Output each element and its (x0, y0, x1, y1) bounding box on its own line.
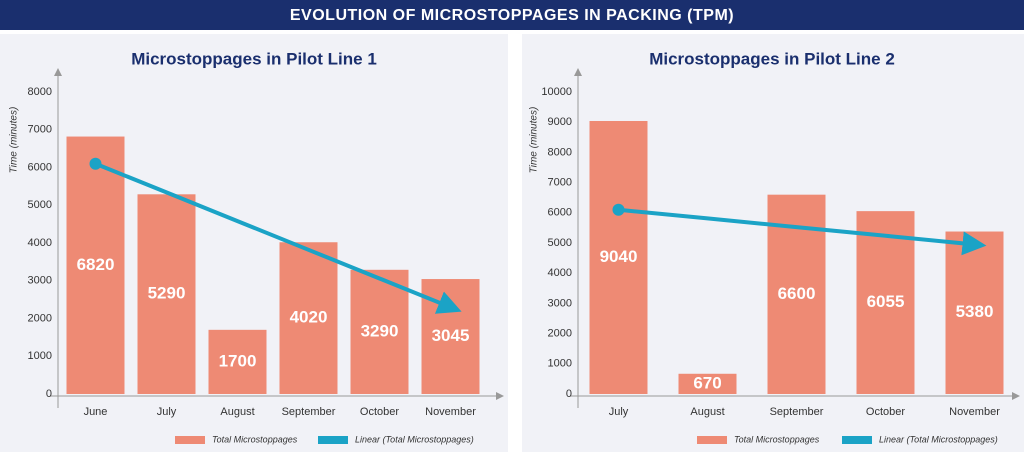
bar (279, 242, 338, 394)
chart-title: Microstoppages in Pilot Line 2 (649, 49, 895, 68)
y-tick-label: 1000 (548, 358, 572, 370)
y-tick-label: 5000 (28, 199, 52, 211)
data-label: 3290 (361, 321, 399, 340)
legend-swatch (842, 436, 872, 444)
y-tick-label: 1000 (28, 350, 52, 362)
header-bar (0, 0, 1024, 30)
bar (856, 211, 915, 394)
bar (589, 120, 648, 394)
y-tick-label: 6000 (548, 207, 572, 219)
legend-label: Linear (Total Microstoppages) (879, 434, 998, 444)
legend-swatch (175, 436, 205, 444)
y-tick-label: 0 (566, 388, 572, 400)
data-label: 3045 (432, 326, 470, 345)
data-label: 4020 (290, 308, 328, 327)
data-label: 5290 (148, 284, 186, 303)
bar (66, 136, 125, 395)
y-tick-label: 9000 (548, 116, 572, 128)
data-label: 6600 (778, 284, 816, 303)
y-tick-label: 5000 (548, 237, 572, 249)
x-tick-label: July (157, 406, 177, 418)
y-tick-label: 3000 (28, 275, 52, 287)
y-tick-label: 3000 (548, 297, 572, 309)
data-label: 6820 (77, 255, 115, 274)
x-tick-label: August (690, 406, 724, 418)
trend-line (618, 207, 987, 256)
y-tick-label: 0 (46, 388, 52, 400)
legend-label: Total Microstoppages (734, 434, 820, 444)
y-tick-label: 2000 (28, 312, 52, 324)
x-tick-label: November (425, 406, 476, 418)
chart-title: Microstoppages in Pilot Line 1 (131, 49, 377, 68)
y-tick-label: 8000 (28, 86, 52, 98)
bar (678, 373, 737, 394)
data-label: 6055 (867, 292, 905, 311)
x-tick-label: June (84, 406, 108, 418)
y-tick-label: 8000 (548, 146, 572, 158)
bar (137, 194, 196, 394)
y-axis-label: Time (minutes) (9, 107, 20, 174)
y-tick-label: 4000 (548, 267, 572, 279)
x-tick-label: October (866, 406, 905, 418)
y-tick-label: 6000 (28, 161, 52, 173)
y-axis-label: Time (minutes) (529, 107, 540, 174)
x-tick-label: November (949, 406, 1000, 418)
legend-swatch (318, 436, 348, 444)
data-label: 1700 (219, 351, 257, 370)
legend-label: Linear (Total Microstoppages) (355, 434, 474, 444)
y-tick-label: 10000 (541, 86, 572, 98)
x-tick-label: October (360, 406, 399, 418)
header-title: EVOLUTION OF MICROSTOPPAGES IN PACKING (… (290, 7, 734, 24)
legend-swatch (697, 436, 727, 444)
x-tick-label: September (770, 406, 824, 418)
y-tick-label: 7000 (28, 124, 52, 136)
trend-start (612, 203, 625, 216)
y-tick-label: 2000 (548, 328, 572, 340)
bar (208, 329, 267, 394)
trend-start (89, 157, 102, 170)
data-label: 9040 (600, 247, 638, 266)
x-tick-label: September (282, 406, 336, 418)
x-tick-label: August (220, 406, 254, 418)
trend-line (94, 161, 462, 314)
x-tick-label: July (609, 406, 629, 418)
y-tick-label: 4000 (28, 237, 52, 249)
data-label: 5380 (956, 302, 994, 321)
legend-label: Total Microstoppages (212, 434, 298, 444)
data-label: 670 (693, 373, 721, 392)
y-tick-label: 7000 (548, 177, 572, 189)
bar (350, 269, 409, 394)
bar (945, 231, 1004, 394)
